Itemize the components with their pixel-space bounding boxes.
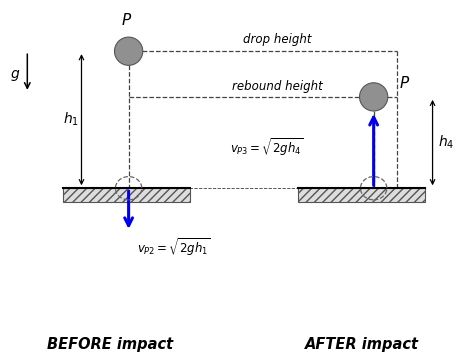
- Ellipse shape: [115, 37, 143, 65]
- Text: $P$: $P$: [121, 12, 132, 28]
- Text: $v_{P2} = \sqrt{2gh_1}$: $v_{P2} = \sqrt{2gh_1}$: [137, 236, 211, 258]
- Text: BEFORE impact: BEFORE impact: [47, 337, 173, 352]
- Text: $v_{P3} = \sqrt{2gh_4}$: $v_{P3} = \sqrt{2gh_4}$: [230, 136, 304, 158]
- Text: drop height: drop height: [243, 33, 311, 46]
- Ellipse shape: [359, 83, 388, 111]
- Bar: [63, 188, 190, 202]
- Text: $h_1$: $h_1$: [63, 111, 79, 128]
- Text: $h_4$: $h_4$: [438, 134, 454, 151]
- Bar: [298, 188, 426, 202]
- Text: g: g: [10, 67, 19, 81]
- Text: $P$: $P$: [399, 75, 410, 91]
- Text: AFTER impact: AFTER impact: [305, 337, 419, 352]
- Text: rebound height: rebound height: [232, 80, 322, 93]
